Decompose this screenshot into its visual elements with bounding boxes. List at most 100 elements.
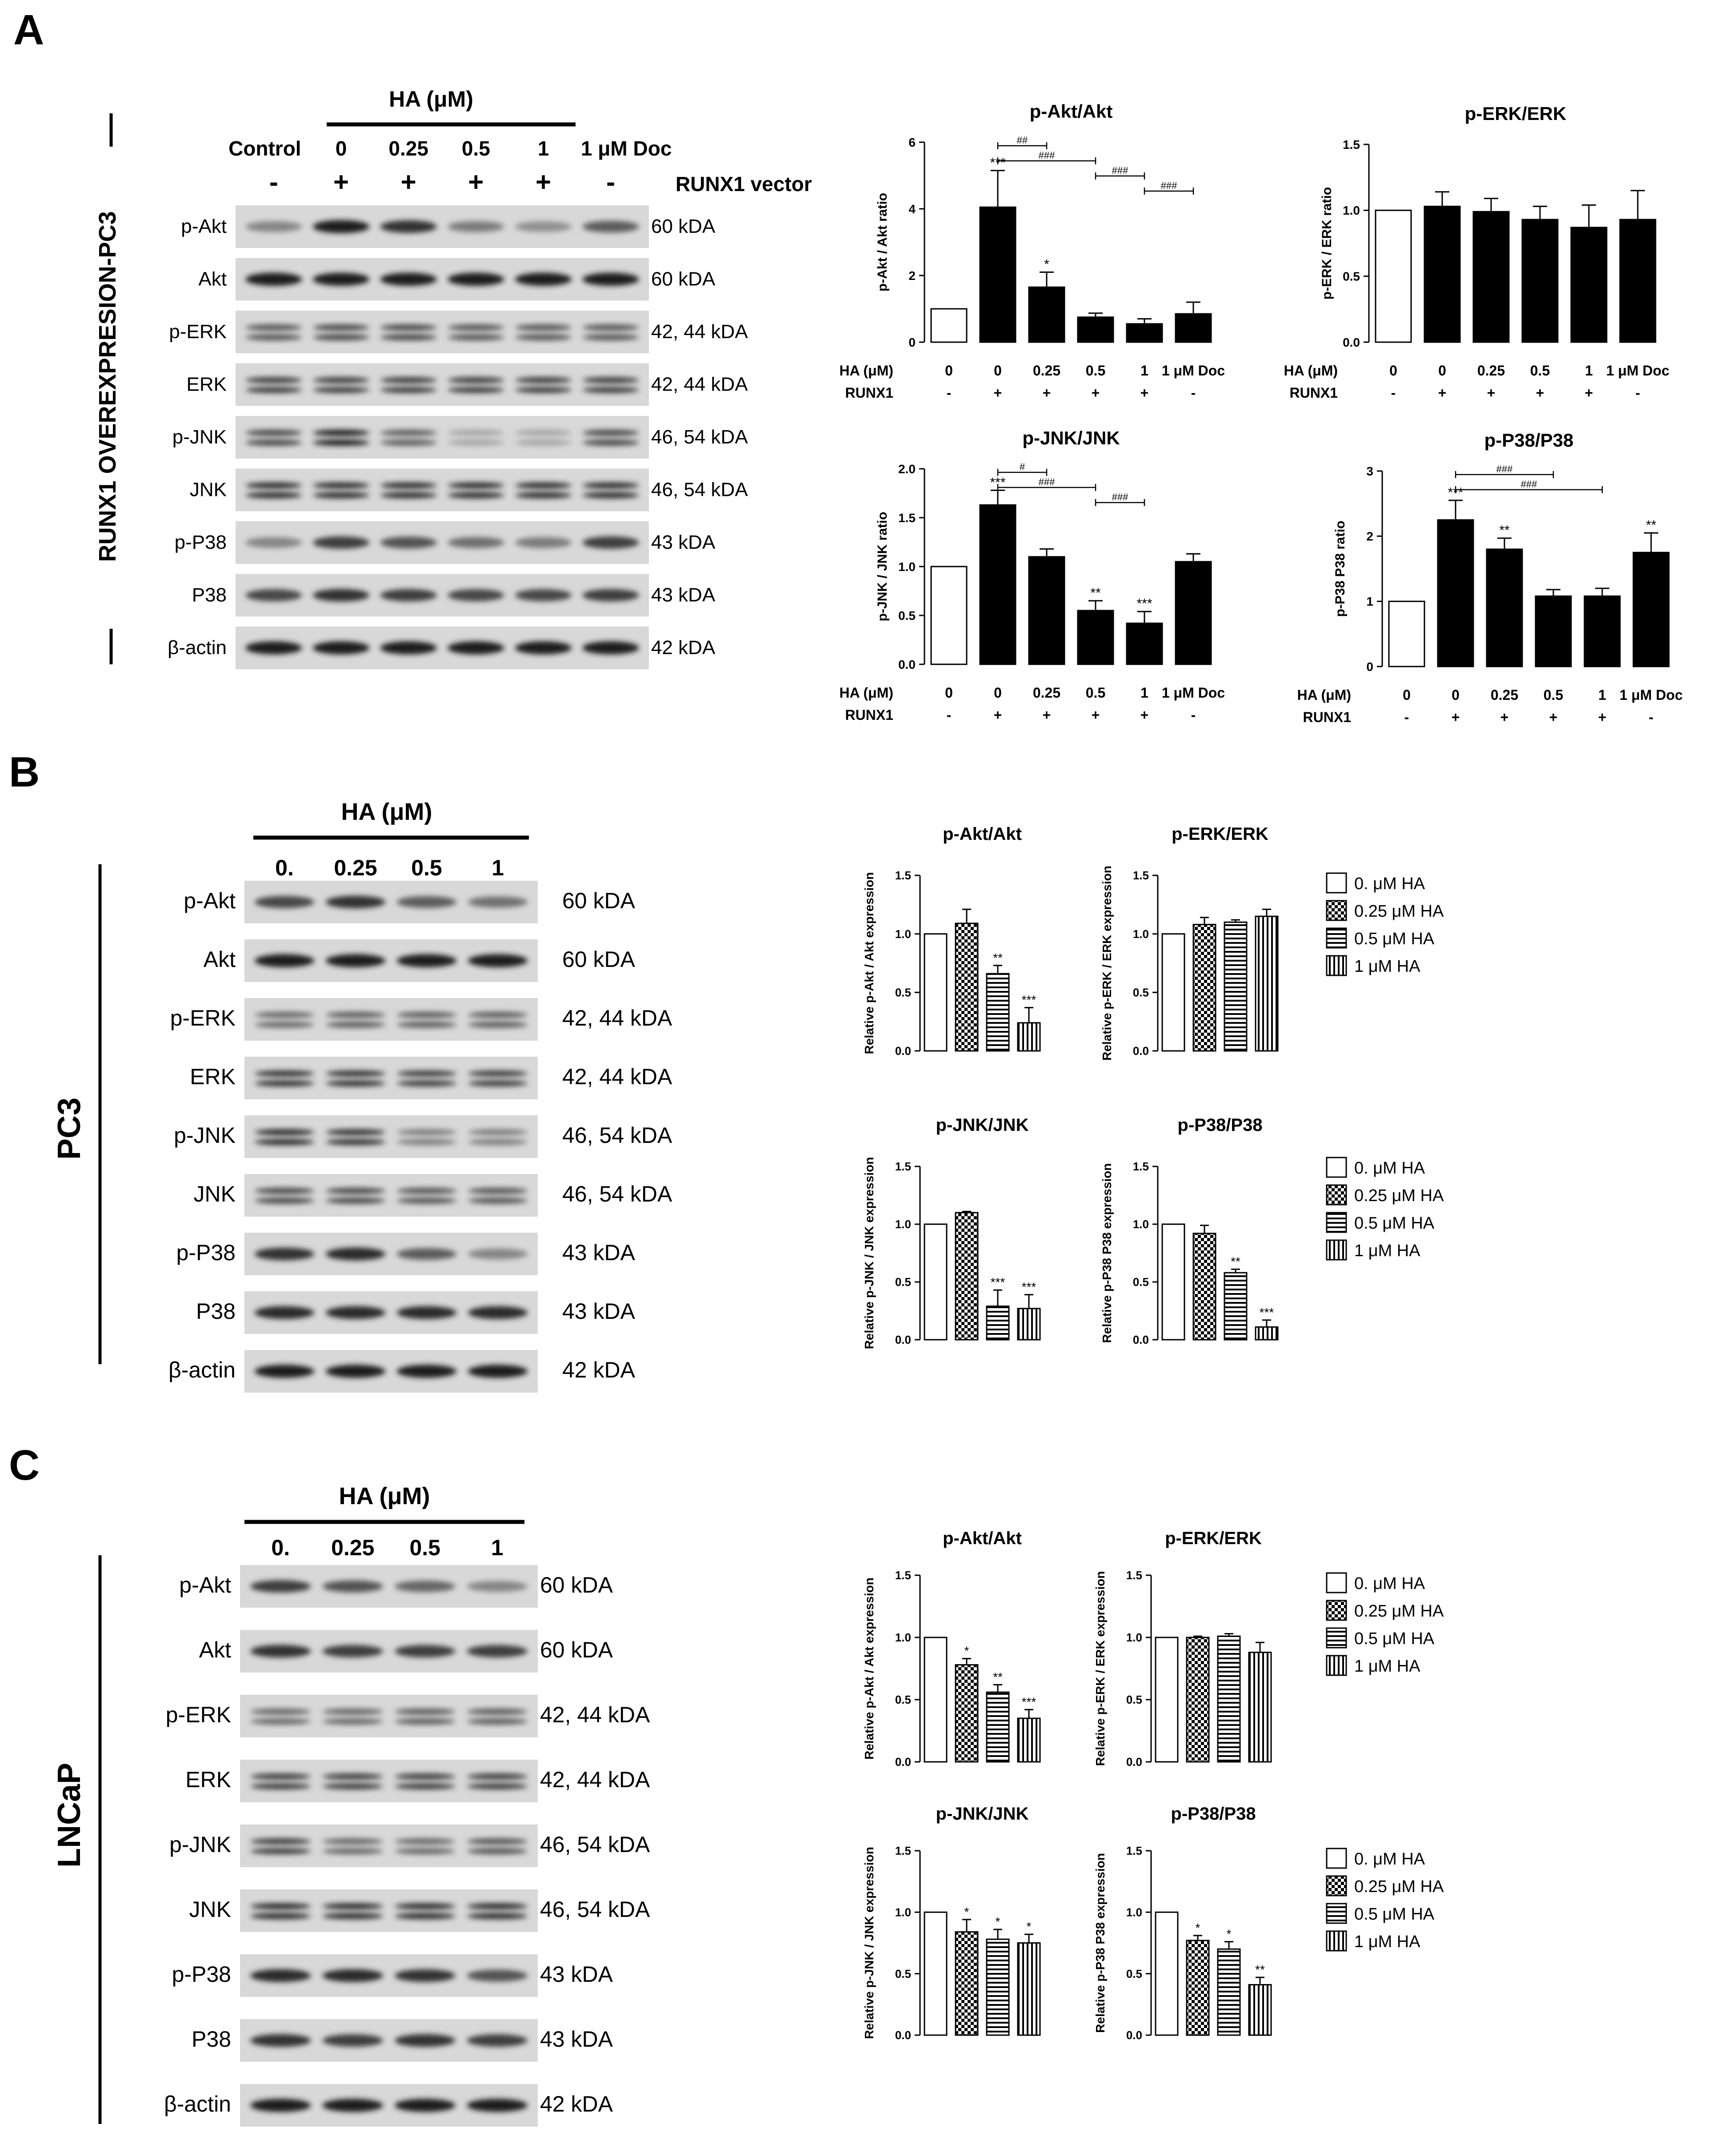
blot-row: P38 43 kDA <box>196 1291 636 1334</box>
blot-row: ERK 42, 44 kDA <box>185 1760 650 1802</box>
blot-band <box>380 272 437 286</box>
blot-band <box>395 1838 456 1845</box>
blot-band <box>325 1306 386 1319</box>
y-tick-label: 0.5 <box>1133 986 1149 999</box>
category-label: 0.25 <box>1033 363 1060 379</box>
blot-row: ERK 42, 44 kDA <box>190 1057 672 1099</box>
y-tick-label: 2 <box>908 269 916 283</box>
y-tick-label: 1.0 <box>1343 204 1360 217</box>
runx1-mark: + <box>1140 385 1149 401</box>
runx1-mark: + <box>994 385 1002 401</box>
protein-label: Akt <box>199 1637 231 1662</box>
category-label: 0.25 <box>1033 685 1060 701</box>
runx1-mark: + <box>1092 707 1100 723</box>
blot-band <box>245 272 302 286</box>
blot-band <box>467 1838 528 1845</box>
kda-label: 60 kDA <box>651 216 716 237</box>
bar <box>955 922 979 1052</box>
blot-band <box>396 1022 457 1028</box>
blot-band <box>380 334 437 340</box>
blot-band <box>582 482 639 489</box>
blot-band <box>448 589 504 602</box>
chart-title: p-Akt/Akt <box>943 824 1022 844</box>
blot-band <box>395 1913 456 1919</box>
blot-membrane <box>236 574 649 617</box>
legend-swatch <box>1326 927 1347 949</box>
chart-title: p-ERK/ERK <box>1465 103 1567 124</box>
blot-band <box>515 641 572 655</box>
blot-band <box>250 1848 311 1854</box>
chart-title: p-ERK/ERK <box>1172 824 1268 844</box>
y-tick-label: 0.0 <box>1126 2028 1142 2042</box>
blot-band <box>396 1012 457 1018</box>
blot-band <box>395 1903 456 1909</box>
kda-label: 42, 44 kDA <box>562 1006 672 1030</box>
blot-row: Akt 60 kDA <box>199 1630 613 1673</box>
protein-label: p-Akt <box>181 216 227 237</box>
blot-band <box>245 334 302 340</box>
blot-band <box>250 1773 311 1780</box>
y-axis-label: Relative p-ERK / ERK expression <box>1100 866 1114 1061</box>
y-tick-label: 2.0 <box>898 462 916 476</box>
legend-label: 0.25 μM HA <box>1354 1602 1444 1621</box>
protein-label: p-Akt <box>184 888 236 913</box>
y-axis-label: Relative p-Akt / Akt expression <box>862 872 876 1054</box>
bar <box>955 1212 979 1341</box>
runx1-mark: + <box>1452 709 1460 725</box>
blot-band <box>312 482 370 489</box>
bar <box>1126 323 1163 343</box>
blot-band <box>396 1080 457 1086</box>
blot-band <box>245 439 302 446</box>
y-axis-label: Relative p-Akt / Akt expression <box>862 1577 876 1760</box>
legend-swatch <box>1326 1157 1347 1178</box>
kda-label: 42, 44 kDA <box>651 374 748 395</box>
y-tick-label: 0.0 <box>1126 1755 1142 1769</box>
chart-B-p38: p-P38/P38 0.0 0.5 1.0 1.5 Relative p-P38 P38 … <box>1100 1115 1279 1346</box>
panel-C-blots: p-Akt 60 kDA Akt 60 kDA p-ERK 42, 44 kDA ERK 42… <box>9 1441 650 2127</box>
blot-band <box>582 536 639 549</box>
y-tick-label: 1.5 <box>1126 1844 1142 1857</box>
protein-label: p-JNK <box>169 1832 231 1857</box>
kda-label: 46, 54 kDA <box>651 479 748 501</box>
blot-band <box>395 1718 456 1725</box>
lane-label: 1 <box>492 855 504 880</box>
runx1-vector-mark: + <box>468 167 484 197</box>
blot-membrane <box>236 258 649 301</box>
y-axis-label: Relative p-JNK / JNK expression <box>862 1157 876 1349</box>
blot-band <box>395 1969 456 1982</box>
runx1-vector-label: RUNX1 vector <box>676 172 812 196</box>
blot-row: p-Akt 60 kDA <box>179 1565 613 1608</box>
row-label-ha: HA (μM) <box>840 363 893 379</box>
bar <box>924 1637 948 1763</box>
blot-band <box>467 1645 528 1657</box>
chart-title: p-P38/P38 <box>1484 430 1574 451</box>
y-tick-label: 1.5 <box>895 1569 911 1582</box>
category-label: 0.25 <box>1491 687 1518 703</box>
blot-band <box>325 1022 386 1028</box>
blot-band <box>250 1645 311 1658</box>
blot-band <box>322 1783 383 1789</box>
lane-label: 1 <box>491 1535 504 1560</box>
blot-band <box>396 1365 457 1378</box>
protein-label: P38 <box>192 584 227 606</box>
blot-row: p-Akt 60 kDA <box>184 881 636 923</box>
kda-label: 46, 54 kDA <box>651 426 748 448</box>
y-axis-label: Relative p-P38 P38 expression <box>1100 1163 1114 1343</box>
category-label: 1 <box>1585 363 1593 379</box>
comparison-marker: # <box>1020 461 1025 472</box>
blot-band <box>468 1070 528 1077</box>
y-tick-label: 0 <box>1366 660 1373 674</box>
chart-B-jnk: p-JNK/JNK 0.0 0.5 1.0 1.5 Relative p-JNK / JN… <box>862 1115 1041 1349</box>
comparison-marker: ### <box>1039 150 1055 161</box>
blot-band <box>250 1718 311 1725</box>
blot-band <box>448 430 504 436</box>
bar <box>955 1664 979 1763</box>
category-label: 0.25 <box>1477 363 1505 379</box>
category-label: 0 <box>994 363 1002 379</box>
blot-band <box>515 482 572 489</box>
y-tick-label: 1.5 <box>1133 869 1149 882</box>
blot-row: JNK 46, 54 kDA <box>189 1889 650 1932</box>
lane-label: 0. <box>271 1535 290 1560</box>
protein-label: p-P38 <box>176 1240 236 1265</box>
